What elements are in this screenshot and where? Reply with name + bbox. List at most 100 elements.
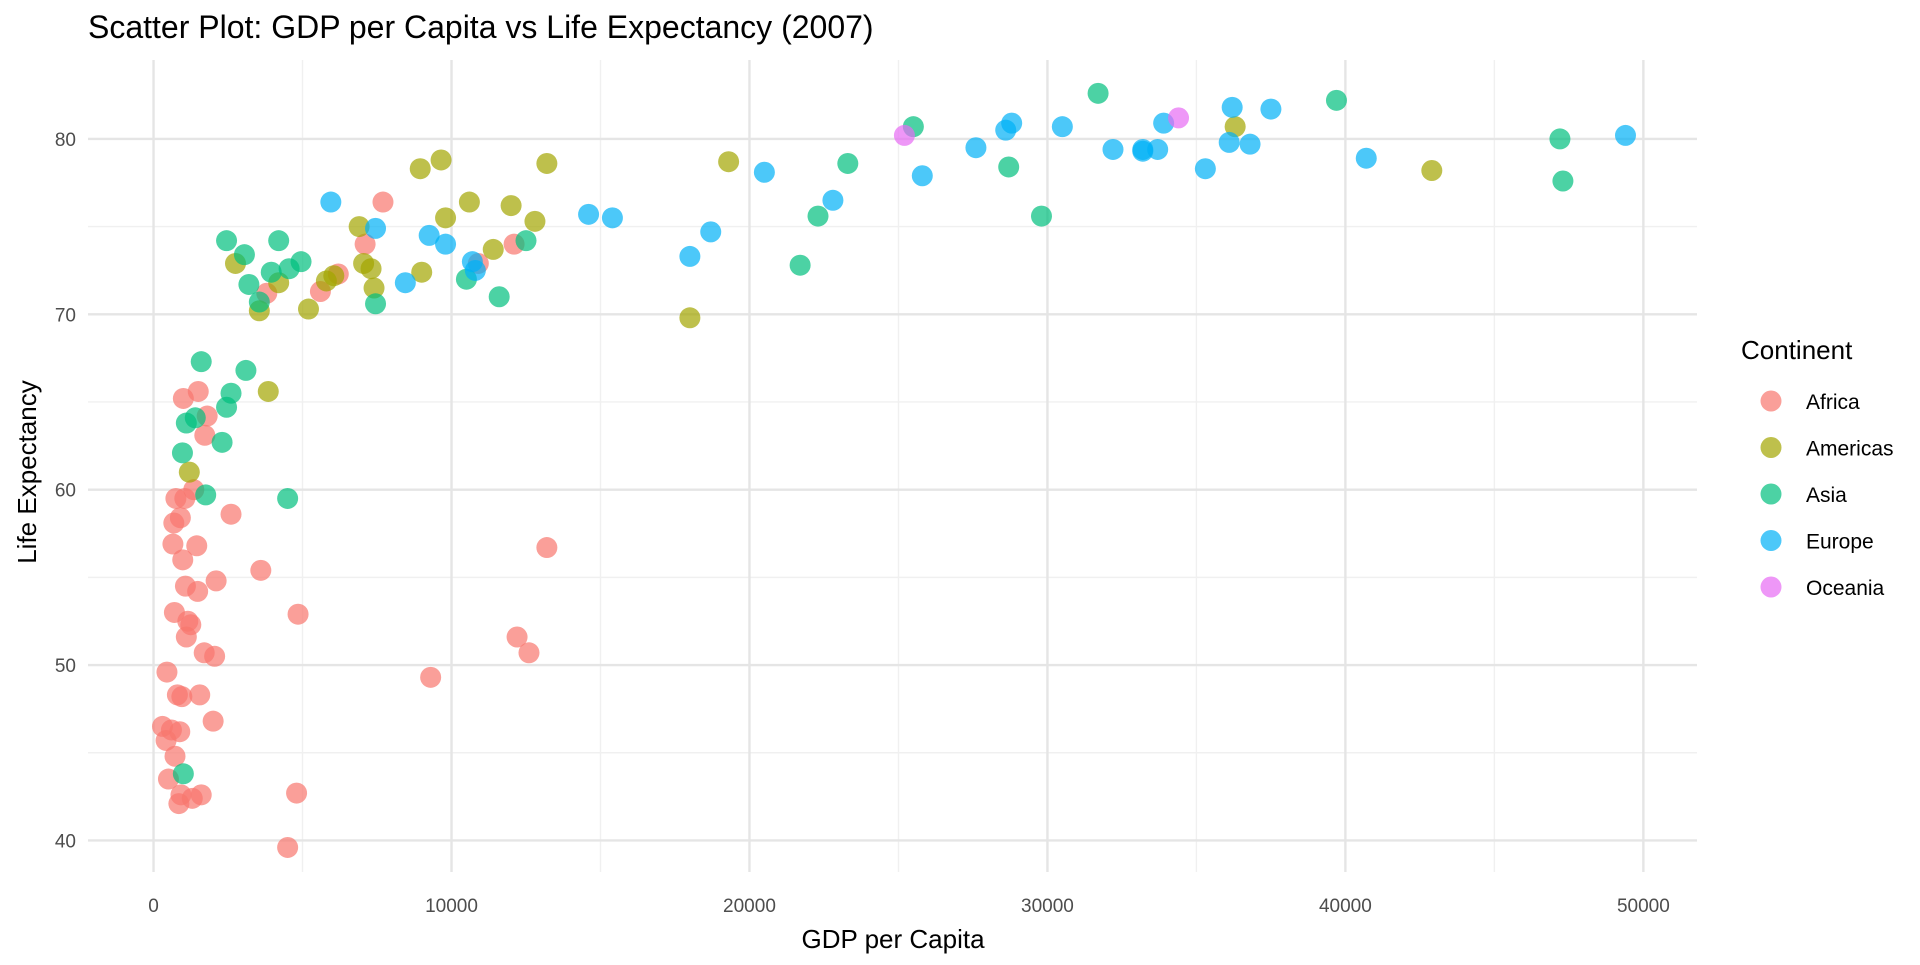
data-point (365, 217, 387, 239)
series-europe (320, 96, 1636, 294)
y-tick-label: 60 (55, 481, 76, 502)
data-point (1224, 116, 1246, 138)
data-point (411, 261, 433, 283)
data-point (250, 559, 272, 581)
data-point (195, 484, 217, 506)
data-point (601, 207, 623, 229)
data-point (1102, 138, 1124, 160)
legend-item-oceania: Oceania (1760, 576, 1885, 600)
data-point (1325, 89, 1347, 111)
x-axis-ticks: 0 10000 20000 30000 40000 50000 (148, 896, 1670, 917)
legend-label: Africa (1806, 391, 1860, 414)
data-point (204, 645, 226, 667)
data-point (420, 666, 442, 688)
data-point (365, 293, 387, 315)
data-point (893, 124, 915, 146)
data-point (348, 216, 370, 238)
data-point (190, 351, 212, 373)
data-point (257, 380, 279, 402)
y-tick-label: 70 (55, 305, 76, 326)
data-point (260, 261, 282, 283)
data-point (679, 245, 701, 267)
data-point (1147, 138, 1169, 160)
data-point (1421, 159, 1443, 181)
data-point (965, 137, 987, 159)
data-point (184, 407, 206, 429)
data-point (435, 207, 457, 229)
legend-key (1760, 437, 1782, 458)
grid (88, 60, 1697, 872)
data-point (1355, 147, 1377, 169)
data-point (248, 291, 270, 313)
legend-item-africa: Africa (1760, 390, 1860, 414)
data-point (287, 603, 309, 625)
data-point (360, 258, 382, 280)
data-point (464, 259, 486, 281)
data-point (1614, 124, 1636, 146)
x-axis-title: GDP per Capita (801, 924, 985, 954)
data-point (162, 533, 184, 555)
x-tick-label: 30000 (1021, 896, 1074, 917)
legend-item-europe: Europe (1760, 530, 1874, 554)
data-points (151, 82, 1636, 858)
data-point (172, 549, 194, 571)
data-point (233, 244, 255, 266)
data-point (837, 152, 859, 174)
data-point (430, 149, 452, 171)
x-tick-label: 40000 (1319, 896, 1372, 917)
data-point (1051, 116, 1073, 138)
data-point (216, 230, 238, 252)
data-point (171, 686, 193, 708)
x-tick-label: 10000 (425, 896, 478, 917)
data-point (354, 233, 376, 255)
data-point (372, 191, 394, 213)
data-point (1221, 96, 1243, 118)
data-point (536, 537, 558, 559)
legend-label: Americas (1806, 438, 1894, 461)
data-point (205, 570, 227, 592)
data-point (718, 151, 740, 173)
data-point (1552, 170, 1574, 192)
data-point (1260, 98, 1282, 120)
data-point (418, 224, 440, 246)
data-point (536, 152, 558, 174)
x-tick-label: 20000 (723, 896, 776, 917)
data-point (524, 210, 546, 232)
data-point (323, 265, 345, 287)
data-point (211, 431, 233, 453)
data-point (1194, 158, 1216, 180)
y-axis-title: Life Expectancy (12, 380, 42, 564)
data-point (500, 195, 522, 217)
data-point (164, 745, 186, 767)
data-point (409, 158, 431, 180)
data-point (238, 273, 260, 295)
data-point (1030, 205, 1052, 227)
data-point (506, 626, 528, 648)
data-point (171, 442, 193, 464)
data-point (156, 661, 178, 683)
data-point (169, 507, 191, 529)
data-point (700, 221, 722, 243)
data-point (1132, 138, 1154, 160)
legend-item-americas: Americas (1760, 437, 1894, 461)
y-tick-label: 40 (55, 831, 76, 852)
series-oceania (893, 107, 1190, 146)
data-point (290, 251, 312, 273)
data-point (1549, 128, 1571, 150)
legend: Continent Africa Americas Asia Europe Oceani… (1741, 335, 1894, 600)
data-point (679, 307, 701, 329)
x-tick-label: 0 (148, 896, 159, 917)
data-point (268, 230, 290, 252)
data-point (394, 272, 416, 294)
data-point (458, 191, 480, 213)
legend-label: Europe (1806, 531, 1874, 554)
chart-title: Scatter Plot: GDP per Capita vs Life Exp… (88, 9, 874, 45)
data-point (189, 684, 211, 706)
data-point (435, 233, 457, 255)
data-point (277, 487, 299, 509)
data-point (789, 254, 811, 276)
data-point (286, 782, 308, 804)
series-americas (178, 116, 1443, 483)
